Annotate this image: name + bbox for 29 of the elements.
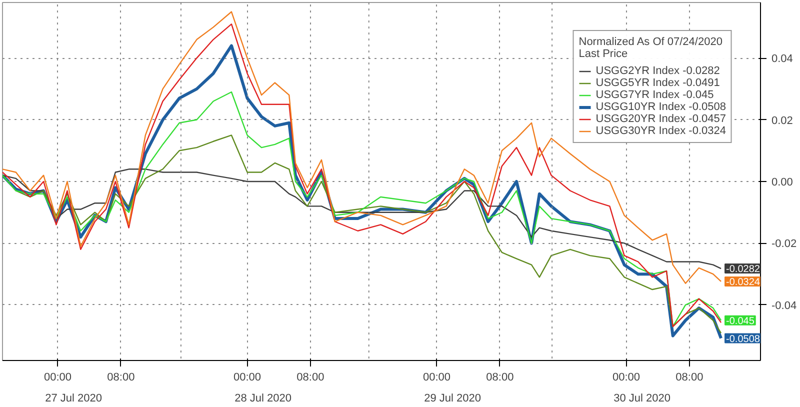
- text: 30 Jul 2020: [614, 392, 671, 404]
- y-tick-label: -0.04: [772, 300, 797, 312]
- text: 27 Jul 2020: [45, 392, 102, 404]
- x-tick-label: 08:00: [486, 372, 514, 384]
- text: 28 Jul 2020: [234, 392, 292, 404]
- line-series: [2, 168, 722, 270]
- legend-label: USGG30YR Index -0.0324: [596, 125, 726, 137]
- legend-label: USGG10YR Index -0.0508: [596, 101, 726, 113]
- x-tick-label: 08:00: [107, 372, 135, 384]
- data-label: -0.0324: [726, 276, 760, 288]
- x-tick-label: 08:00: [676, 372, 704, 384]
- x-tick-label: 08:00: [296, 372, 324, 384]
- y-tick-label: -0.02: [772, 238, 797, 250]
- legend-title: Normalized As Of 07/24/2020 Last Price: [578, 36, 724, 60]
- data-label: -0.045: [726, 316, 755, 327]
- legend-label: USGG20YR Index -0.0457: [596, 113, 726, 125]
- y-tick-label: 0.04: [772, 53, 793, 66]
- x-tick-label: 00:00: [612, 372, 640, 384]
- x-tick-label: 00:00: [423, 372, 451, 384]
- x-tick-label: 00:00: [234, 372, 262, 384]
- data-label: -0.0508: [726, 334, 760, 345]
- y-tick-label: 0.00: [772, 176, 793, 188]
- legend-label: USGG2YR Index -0.0282: [596, 65, 720, 77]
- legend-label: USGG7YR Index -0.045: [596, 89, 714, 101]
- legend-label: USGG5YR Index -0.0491: [596, 77, 720, 89]
- x-tick-label: 00:00: [44, 372, 72, 384]
- data-label: -0.0282: [726, 264, 760, 276]
- text: 29 Jul 2020: [424, 392, 482, 404]
- y-tick-label: 0.02: [772, 114, 793, 127]
